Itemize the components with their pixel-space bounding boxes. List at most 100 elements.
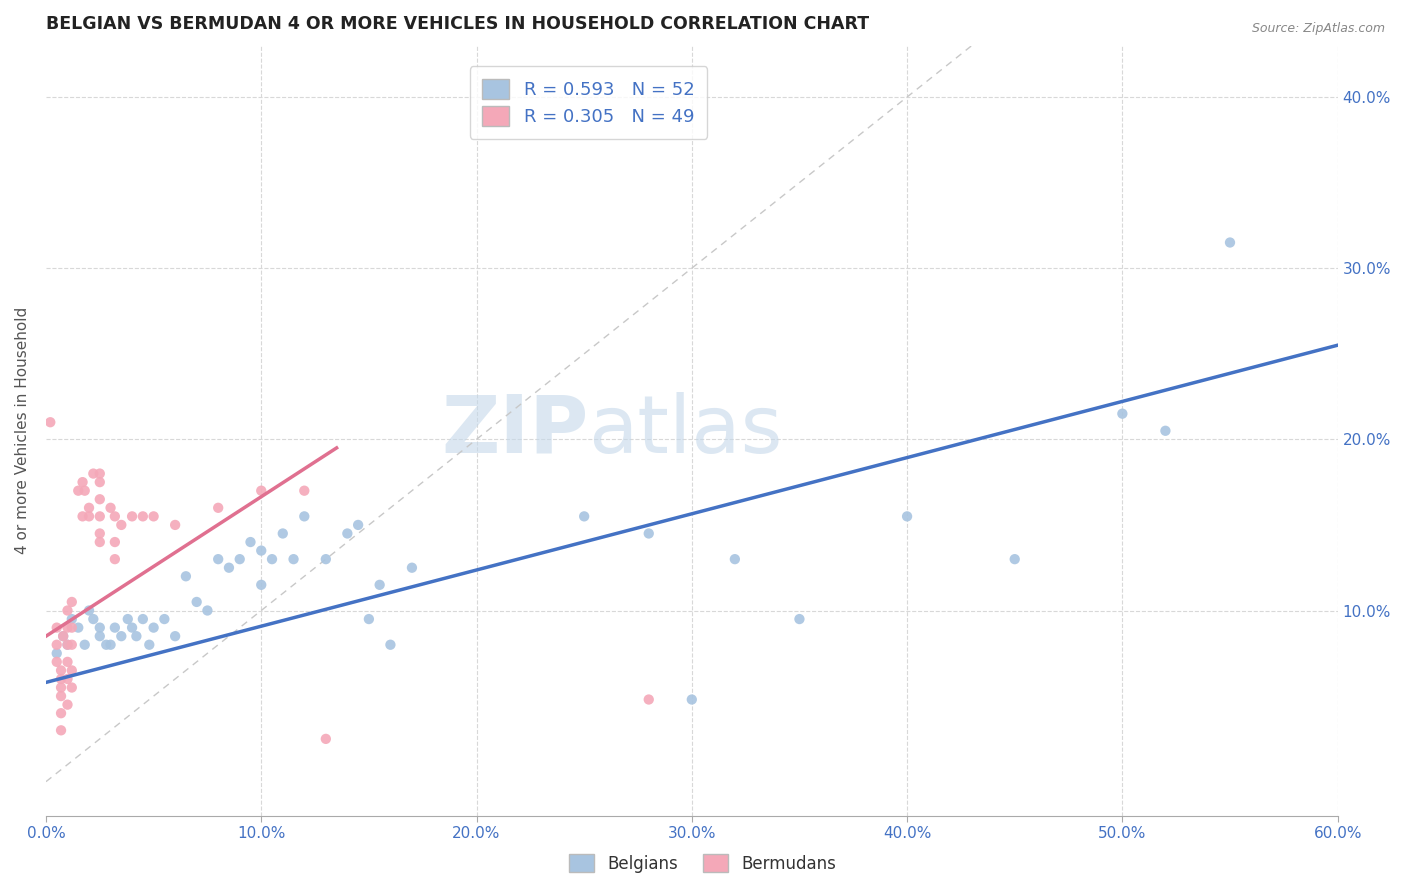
Point [45,646,67,660]
Point [82,467,104,481]
Point [56,603,79,617]
Point [73,638,96,652]
Point [52,629,75,643]
Point [52,629,75,643]
Point [89,509,111,524]
Point [401,560,423,574]
Point [72,509,94,524]
Point [186,595,208,609]
Point [89,526,111,541]
Point [789,612,811,626]
Text: BELGIAN VS BERMUDAN 4 OR MORE VEHICLES IN HOUSEHOLD CORRELATION CHART: BELGIAN VS BERMUDAN 4 OR MORE VEHICLES I… [46,15,869,33]
Point [572,509,595,524]
Point [117,612,139,626]
Point [89,629,111,643]
Point [89,492,111,507]
Point [49,664,72,678]
Point [45,655,67,669]
Point [197,603,219,617]
Point [260,552,283,566]
Point [49,689,72,703]
Point [239,535,262,549]
Point [56,638,79,652]
Text: ZIP: ZIP [441,392,589,470]
Point [292,483,315,498]
Point [165,629,187,643]
Point [96,638,118,652]
Point [104,621,127,635]
Point [142,509,165,524]
Point [250,543,273,558]
Point [104,552,127,566]
Point [292,509,315,524]
Point [49,681,72,695]
Point [56,655,79,669]
Point [357,612,380,626]
Point [45,621,67,635]
Point [60,612,83,626]
Point [153,612,176,626]
Point [56,672,79,686]
Point [138,638,160,652]
Point [174,569,197,583]
Point [142,621,165,635]
Point [681,692,703,706]
Point [121,509,143,524]
Point [283,552,305,566]
Point [110,629,132,643]
Text: atlas: atlas [589,392,783,470]
Point [60,595,83,609]
Point [100,500,122,515]
Legend: Belgians, Bermudans: Belgians, Bermudans [562,847,844,880]
Point [1154,424,1177,438]
Point [368,578,391,592]
Point [207,552,229,566]
Point [72,475,94,490]
Point [315,552,337,566]
Point [45,638,67,652]
Point [89,467,111,481]
Point [100,638,122,652]
Point [77,509,100,524]
Point [89,475,111,490]
Point [73,483,96,498]
Point [336,526,359,541]
Point [121,621,143,635]
Point [77,500,100,515]
Point [110,517,132,532]
Point [49,723,72,738]
Point [56,621,79,635]
Point [1111,407,1133,421]
Point [218,560,240,574]
Point [89,535,111,549]
Point [228,552,250,566]
Point [1004,552,1026,566]
Point [67,483,90,498]
Point [724,552,747,566]
Point [271,526,294,541]
Point [637,526,659,541]
Text: Source: ZipAtlas.com: Source: ZipAtlas.com [1251,22,1385,36]
Point [132,509,155,524]
Point [104,535,127,549]
Point [60,681,83,695]
Point [56,698,79,712]
Legend: R = 0.593   N = 52, R = 0.305   N = 49: R = 0.593 N = 52, R = 0.305 N = 49 [470,66,707,138]
Point [125,629,148,643]
Point [896,509,918,524]
Point [104,509,127,524]
Point [60,664,83,678]
Point [67,621,90,635]
Point [165,517,187,532]
Point [60,638,83,652]
Point [77,603,100,617]
Point [1219,235,1241,250]
Point [347,517,370,532]
Point [207,500,229,515]
Point [315,731,337,746]
Point [250,483,273,498]
Y-axis label: 4 or more Vehicles in Household: 4 or more Vehicles in Household [15,307,30,555]
Point [49,706,72,721]
Point [89,621,111,635]
Point [82,612,104,626]
